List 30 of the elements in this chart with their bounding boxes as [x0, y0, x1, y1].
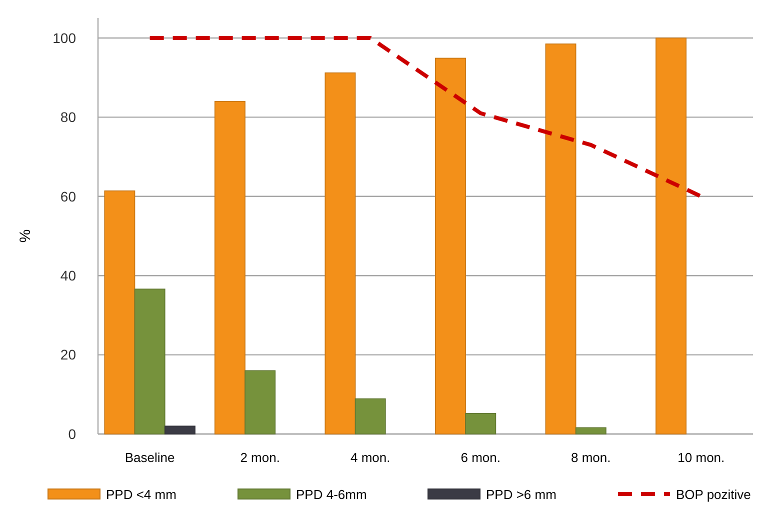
x-tick-label: 6 mon.	[460, 450, 501, 465]
legend-label: BOP pozitive	[676, 487, 751, 502]
bar	[354, 398, 386, 434]
legend-label: PPD >6 mm	[486, 487, 556, 502]
line-series	[148, 36, 704, 198]
bar	[324, 72, 356, 434]
bar	[435, 58, 466, 434]
x-tick-label: 10 mon.	[678, 450, 725, 465]
bar	[104, 190, 136, 434]
bar	[164, 426, 196, 434]
bar	[545, 44, 576, 434]
bar	[656, 38, 687, 434]
y-axis-title: %	[17, 229, 34, 243]
y-tick-label: 20	[60, 346, 76, 363]
x-tick-label: Baseline	[124, 450, 175, 465]
y-tick-label: 80	[60, 109, 76, 126]
x-tick-label: 8 mon.	[571, 450, 611, 465]
bar	[134, 288, 166, 434]
x-tick-label: 4 mon.	[350, 450, 390, 465]
y-tick-label: 100	[52, 30, 76, 46]
bar	[244, 370, 276, 434]
bar	[214, 100, 246, 434]
y-tick-label: 0	[68, 426, 76, 442]
legend-label: PPD 4-6mm	[296, 487, 367, 502]
legend-label: PPD <4 mm	[106, 487, 176, 502]
bar	[465, 413, 496, 434]
x-tick-label: 2 mon.	[240, 450, 280, 465]
bar	[575, 427, 606, 434]
y-tick-label: 60	[60, 188, 76, 204]
y-tick-label: 40	[60, 268, 76, 284]
